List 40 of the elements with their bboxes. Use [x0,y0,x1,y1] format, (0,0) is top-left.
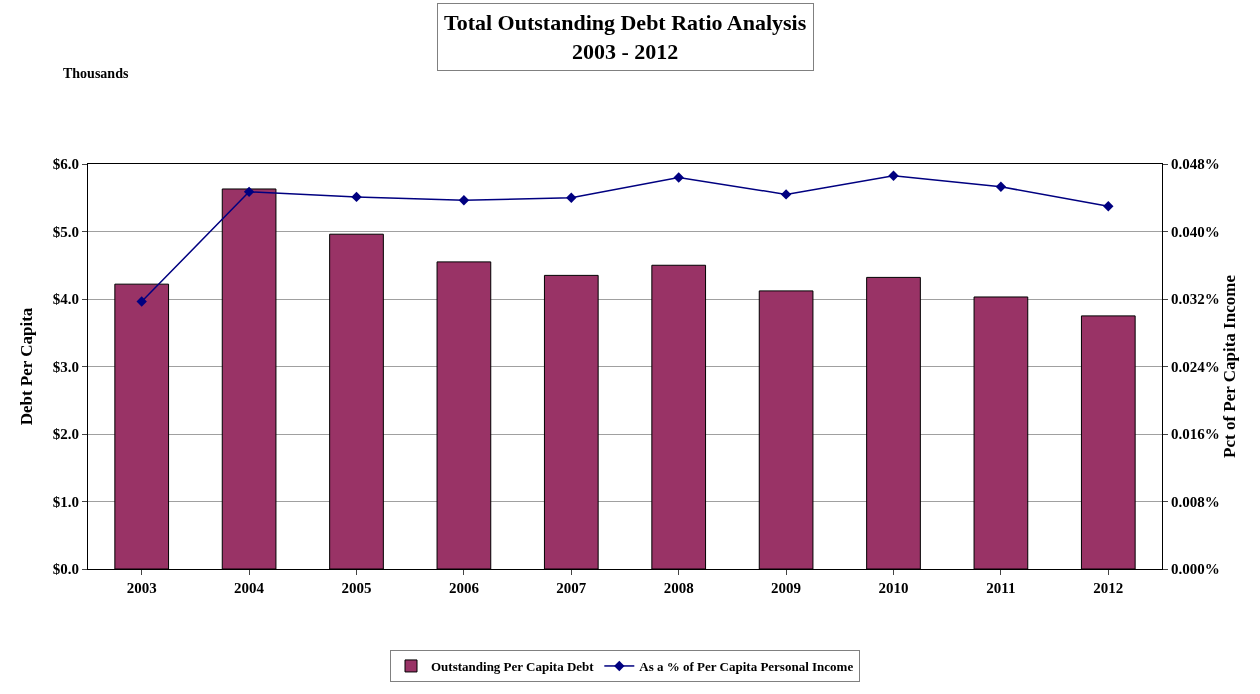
x-tick-label: 2008 [663,580,694,596]
y-tick-label: $4.0 [52,291,79,308]
point [995,181,1007,192]
y-tick-label: $0.0 [52,561,79,578]
x-tick-label: 2005 [341,580,372,596]
x-tick-label: 2004 [234,580,265,596]
point [1103,200,1114,212]
x-tick-label: 2010 [878,580,909,596]
x-tick-label: 2006 [448,580,480,596]
x-tick-label: 2011 [986,580,1016,596]
y2-tick-label: 0.016% [1171,426,1220,443]
point [566,192,577,203]
text: Thousands [63,66,129,81]
y2-tick-label: 0.024% [1171,358,1220,375]
y2-tick-label: 0.048% [1171,156,1220,173]
y-tick-label: $1.0 [52,493,79,510]
point [780,189,792,200]
y2-tick-label: 0.032% [1171,291,1220,308]
legend-label: Outstanding Per Capita Debt [431,659,595,675]
point [243,186,255,198]
legend-label: As a % of Per Capita Personal Income [639,659,854,675]
y2-axis-title: Pct of Per Capita Income [1219,274,1239,458]
y-tick-label: $2.0 [52,426,79,443]
y2-tick-label: 0.040% [1171,223,1220,240]
x-tick-label: 2012 [1093,580,1124,596]
chart-title: Total Outstanding Debt Ratio Analysis 2003 - 2012 [444,10,807,64]
x-tick-label: 2009 [771,580,802,596]
y-tick-label: $5.0 [52,223,79,240]
point [673,172,684,183]
y2-tick-label: 0.008% [1171,493,1220,510]
point [136,296,147,307]
x-tick-label: 2007 [556,580,587,596]
x-tick-label: 2003 [126,580,157,596]
point [351,191,362,203]
y2-tick-label: 0.000% [1171,561,1220,578]
point [458,195,470,206]
point [888,170,899,182]
y-tick-label: $6.0 [52,156,79,173]
y-axis-title: Debt Per Capita [17,307,37,426]
y-tick-label: $3.0 [52,358,79,375]
